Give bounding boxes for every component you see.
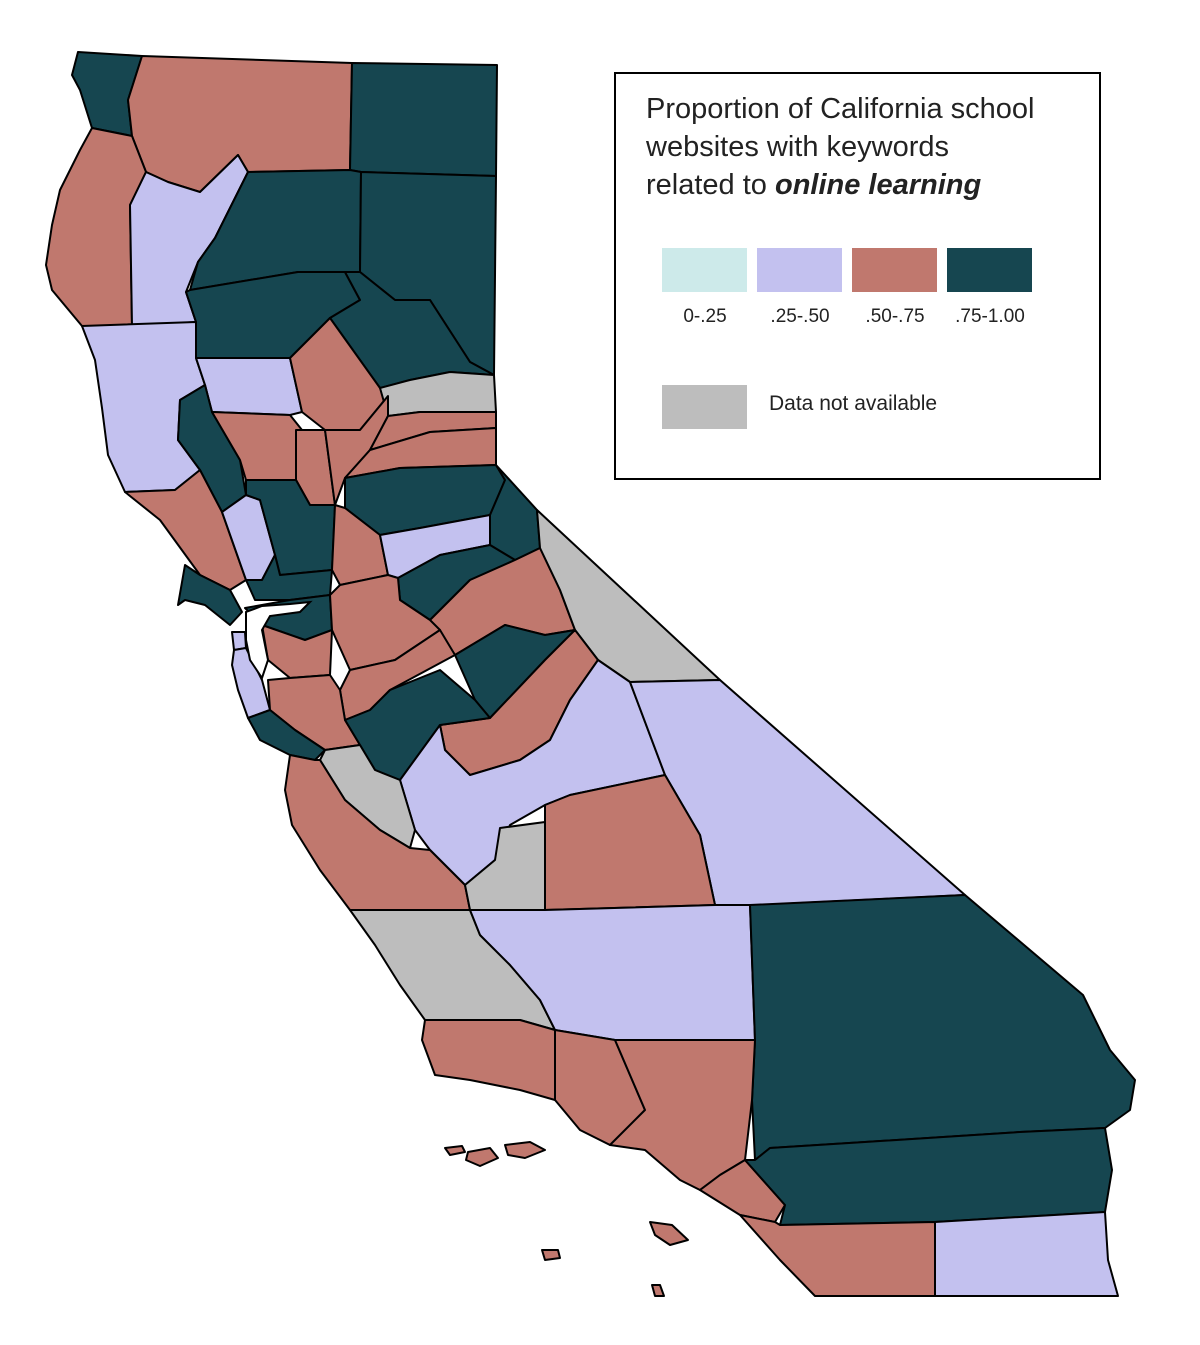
county-san-diego (739, 1214, 936, 1297)
county-santa-cruz (247, 709, 326, 761)
legend-label-0-25: 0-.25 (683, 306, 727, 327)
legend-label-not-available: Data not available (769, 392, 938, 415)
legend-label-75-100: .75-1.00 (955, 306, 1025, 327)
legend-title-line3-prefix: related to (646, 169, 775, 201)
legend-title-line2: websites with keywords (646, 131, 949, 163)
legend-title-emphasis: online learning (774, 169, 982, 201)
legend-swatch-25-50 (757, 248, 842, 292)
county-glenn (195, 357, 303, 416)
legend-label-25-50: .25-.50 (770, 306, 830, 327)
channel-island (444, 1145, 466, 1156)
county-marin (177, 564, 243, 626)
channel-island (504, 1141, 546, 1159)
channel-island (651, 1284, 665, 1297)
channel-island (541, 1249, 561, 1261)
channel-island (465, 1147, 499, 1167)
county-santa-barbara (421, 1019, 556, 1101)
legend-title: Proportion of California school websites… (646, 90, 1096, 204)
county-san-francisco (231, 631, 247, 651)
county-san-bernardino (749, 894, 1136, 1161)
county-solano (245, 554, 333, 601)
legend-swatch-0-25 (662, 248, 747, 292)
county-tulare (544, 774, 716, 911)
county-monterey (284, 754, 471, 911)
legend-title-line1: Proportion of California school (646, 93, 1035, 125)
county-modoc (349, 62, 498, 177)
legend-swatch-50-75 (852, 248, 937, 292)
county-imperial (934, 1211, 1119, 1297)
county-riverside (744, 1127, 1113, 1226)
legend-title-line3: related to online learning (646, 166, 1096, 204)
legend-swatch-75-100 (947, 248, 1032, 292)
legend-swatch-not-available (662, 385, 747, 429)
legend-label-50-75: .50-.75 (865, 306, 925, 327)
legend: Proportion of California school websites… (614, 72, 1101, 480)
county-humboldt (45, 127, 147, 327)
channel-island (649, 1221, 689, 1246)
san-francisco-bay (245, 600, 313, 681)
